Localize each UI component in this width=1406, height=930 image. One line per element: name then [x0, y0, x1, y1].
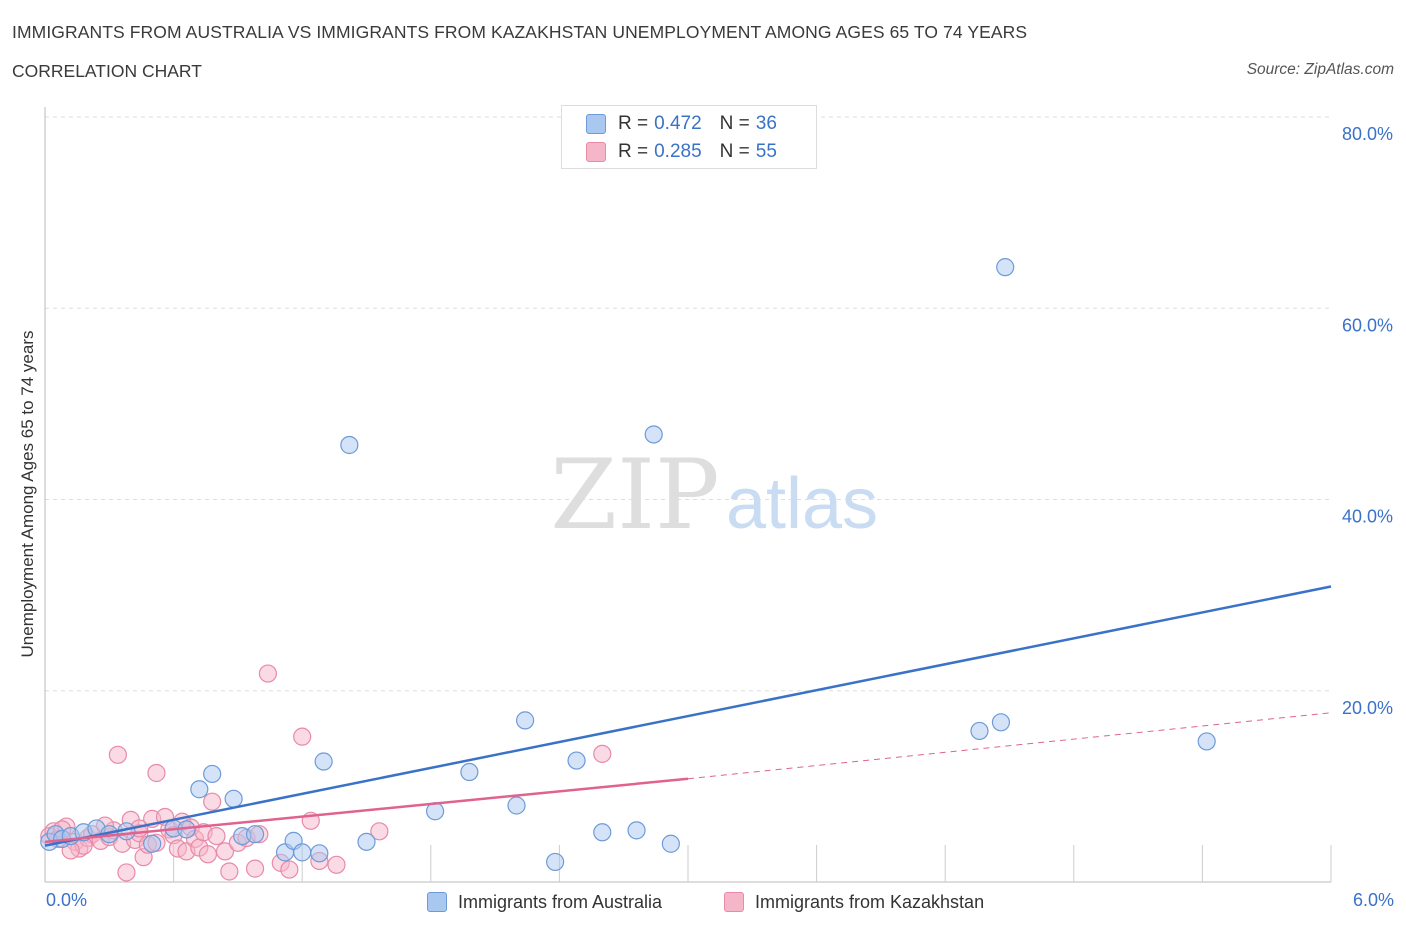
legend-n-label: N =	[719, 141, 750, 162]
australia-point-13	[224, 789, 243, 808]
australia-points	[40, 258, 1216, 872]
kazakhstan-point-47	[327, 855, 346, 874]
australia-point-30	[627, 821, 646, 840]
series-legend-swatch-australia	[427, 892, 447, 912]
stats-legend: R = 0.472 N = 36 R = 0.285 N = 55	[561, 105, 817, 169]
kazakhstan-point-34	[207, 826, 226, 846]
y-tick-label-0: 20.0%	[1342, 698, 1393, 718]
watermark: ZIP atlas	[550, 439, 878, 551]
x-tick-label-min: 0.0%	[46, 890, 88, 910]
legend-swatch-australia	[586, 114, 606, 134]
legend-n-label: N =	[719, 113, 750, 134]
australia-point-32	[661, 834, 680, 853]
legend-r-label: R =	[618, 141, 649, 162]
legend-row-australia: R = 0.472 N = 36	[586, 112, 777, 136]
australia-trend-line	[44, 585, 1332, 847]
kazakhstan-point-48	[370, 822, 389, 841]
kazakhstan-point-33	[203, 792, 222, 811]
chart-title: IMMIGRANTS FROM AUSTRALIA VS IMMIGRANTS …	[12, 22, 1028, 42]
legend-r-value-australia: 0.472	[654, 113, 702, 134]
y-tick-label-2: 60.0%	[1342, 315, 1393, 335]
watermark-atlas: atlas	[726, 464, 878, 544]
series-legend-label-australia: Immigrants from Australia	[458, 891, 663, 912]
series-legend-label-kazakhstan: Immigrants from Kazakhstan	[755, 891, 985, 912]
x-tick-label-max: 6.0%	[1352, 890, 1394, 910]
australia-point-24	[460, 762, 479, 782]
australia-point-11	[190, 780, 209, 799]
australia-point-15	[245, 825, 265, 844]
australia-point-36	[1197, 732, 1216, 751]
y-tick-labels: 20.0% 40.0% 60.0% 80.0%	[1342, 124, 1393, 718]
australia-point-35	[970, 721, 989, 741]
australia-point-19	[310, 844, 329, 863]
australia-point-20	[314, 752, 333, 771]
kazakhstan-trend-line	[44, 777, 689, 844]
watermark-zip: ZIP	[550, 439, 719, 551]
series-legend-swatch-kazakhstan	[724, 892, 744, 912]
legend-swatch-kazakhstan	[586, 142, 606, 162]
australia-point-8	[143, 834, 162, 853]
kazakhstan-point-39	[245, 859, 265, 878]
australia-point-18	[293, 843, 312, 862]
australia-point-26	[516, 711, 535, 730]
australia-point-34	[991, 713, 1011, 732]
kazakhstan-trend-extension	[687, 712, 1332, 780]
legend-n-value-australia: 36	[755, 113, 777, 134]
legend-r-label: R =	[618, 113, 649, 134]
legend-r-value-kazakhstan: 0.285	[654, 141, 702, 162]
kazakhstan-point-13	[117, 863, 136, 882]
australia-point-22	[357, 832, 376, 851]
australia-point-31	[644, 425, 663, 444]
kazakhstan-point-43	[280, 860, 299, 879]
australia-point-29	[593, 823, 612, 842]
source-label: Source: ZipAtlas.com	[1246, 61, 1394, 78]
kazakhstan-point-36	[220, 862, 239, 881]
chart-subtitle: CORRELATION CHART	[12, 61, 202, 81]
kazakhstan-point-32	[198, 845, 217, 864]
australia-point-28	[567, 751, 586, 770]
y-tick-label-3: 80.0%	[1342, 124, 1393, 144]
trend-lines	[44, 585, 1332, 847]
australia-point-33	[996, 258, 1015, 277]
australia-point-27	[546, 852, 565, 872]
australia-point-12	[203, 764, 222, 784]
kazakhstan-point-44	[293, 727, 312, 746]
kazakhstan-point-49	[593, 744, 612, 763]
australia-point-21	[340, 435, 359, 455]
legend-row-kazakhstan: R = 0.285 N = 55	[586, 140, 777, 164]
legend-n-value-kazakhstan: 55	[755, 141, 777, 162]
y-tick-label-1: 40.0%	[1342, 507, 1393, 527]
australia-point-25	[507, 796, 526, 815]
kazakhstan-point-11	[108, 745, 127, 764]
kazakhstan-point-41	[258, 664, 278, 683]
series-legend-kazakhstan: Immigrants from Kazakhstan	[724, 888, 984, 916]
kazakhstan-point-21	[147, 763, 166, 783]
series-legend-australia: Immigrants from Australia	[427, 888, 662, 916]
kazakhstan-point-35	[215, 842, 235, 861]
